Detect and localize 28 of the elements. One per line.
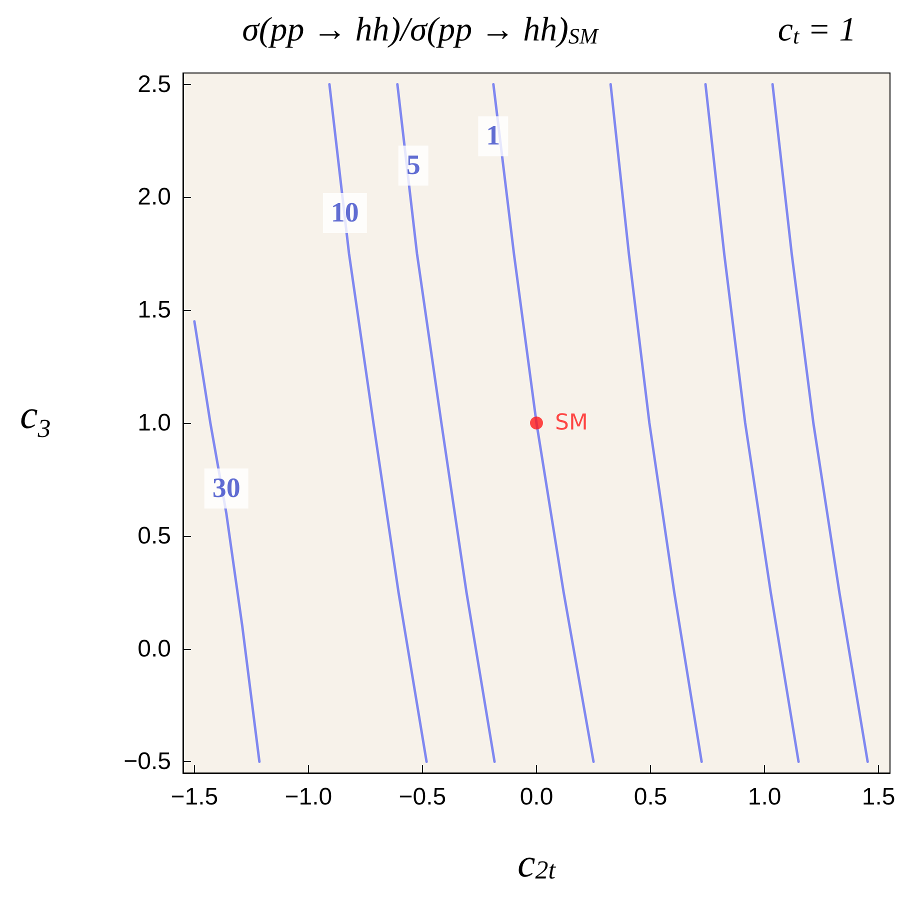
x-tick-label: 0.5 xyxy=(634,784,668,810)
y-tick-label: 0.5 xyxy=(138,522,171,550)
annotation: 5 xyxy=(406,150,420,182)
y-tick-label: 2.0 xyxy=(138,184,171,211)
x-tick-label: 0.0 xyxy=(520,784,554,810)
chart-title: σ(pp → hh)/σ(pp → hh)SM xyxy=(242,12,600,48)
series-label: SM xyxy=(555,410,588,436)
x-tick-label: −0.5 xyxy=(398,784,446,810)
y-tick-label: 0.0 xyxy=(138,635,171,662)
annotation: 10 xyxy=(330,198,359,228)
line-series xyxy=(771,83,869,763)
y-tick-label: 2.5 xyxy=(138,70,171,98)
y-axis-title: c$_{3}$ xyxy=(20,392,51,443)
x-tick-label: 1.0 xyxy=(748,784,782,810)
annotation: 30 xyxy=(212,472,240,504)
y-tick-label: 1.5 xyxy=(138,296,171,324)
line-series xyxy=(704,83,800,763)
x-tick-label: −1.0 xyxy=(284,784,332,810)
line-series xyxy=(193,320,261,763)
line-series xyxy=(328,83,428,763)
y-tick-label: 1.0 xyxy=(138,410,171,436)
y-tick-label: −0.5 xyxy=(124,748,171,776)
annotation: 1 xyxy=(486,120,500,152)
line-series xyxy=(609,83,703,763)
x-tick-label: 1.5 xyxy=(862,784,896,810)
chart-subtitle: ct = 1 xyxy=(778,12,856,48)
x-axis-title: c2t xyxy=(518,840,556,886)
x-tick-label: −1.5 xyxy=(170,784,218,810)
